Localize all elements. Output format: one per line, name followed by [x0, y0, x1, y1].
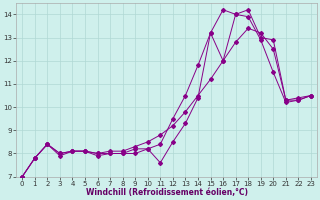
X-axis label: Windchill (Refroidissement éolien,°C): Windchill (Refroidissement éolien,°C) — [85, 188, 248, 197]
